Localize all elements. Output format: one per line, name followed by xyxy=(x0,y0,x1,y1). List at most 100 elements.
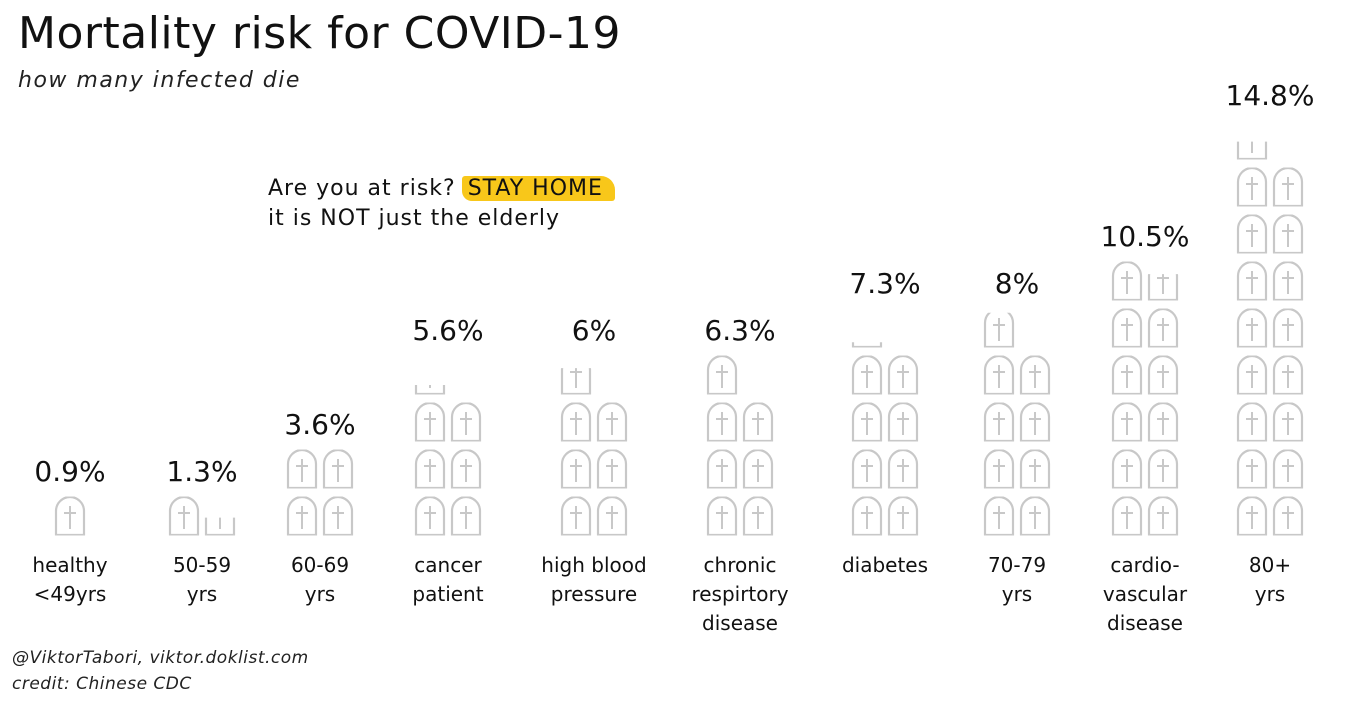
category-label-2-0: 60-69 xyxy=(291,553,349,577)
tombstone-icon-7-4 xyxy=(983,402,1015,442)
tombstone-icon-5-5 xyxy=(742,402,774,442)
tombstone-icon-6-4 xyxy=(851,402,883,442)
tombstone-icon-1-1 xyxy=(204,517,236,536)
tombstone-icon-9-11 xyxy=(1272,261,1304,301)
tombstone-icon-7-5 xyxy=(1019,402,1051,442)
tombstone-icon-6-1 xyxy=(887,496,919,536)
tombstone-icon-4-1 xyxy=(596,496,628,536)
category-label-7-0: 70-79 xyxy=(988,553,1046,577)
tombstone-icon-8-8 xyxy=(1111,308,1143,348)
tombstone-icon-6-6 xyxy=(851,355,883,395)
tombstone-icon-8-1 xyxy=(1147,496,1179,536)
bar-2 xyxy=(286,449,354,536)
tombstone-icon-9-3 xyxy=(1272,449,1304,489)
value-label-3: 5.6% xyxy=(412,314,483,347)
category-label-2-1: yrs xyxy=(305,582,335,606)
category-label-8-2: disease xyxy=(1107,611,1183,635)
bar-0 xyxy=(54,496,86,536)
category-label-8-1: vascular xyxy=(1103,582,1188,606)
tombstone-icon-3-1 xyxy=(450,496,482,536)
tombstone-icon-6-0 xyxy=(851,496,883,536)
category-label-4-1: pressure xyxy=(551,582,637,606)
tombstone-icon-3-2 xyxy=(414,449,446,489)
tombstone-icon-4-5 xyxy=(596,402,628,442)
category-label-6-0: diabetes xyxy=(842,553,928,577)
tombstone-icon-6-5 xyxy=(887,402,919,442)
tombstone-icon-5-1 xyxy=(742,496,774,536)
tombstone-icon-7-0 xyxy=(983,496,1015,536)
tombstone-icon-8-10 xyxy=(1111,261,1143,301)
bar-3 xyxy=(414,385,482,536)
value-label-1: 1.3% xyxy=(166,455,237,488)
tombstone-icon-9-8 xyxy=(1236,308,1268,348)
bar-4 xyxy=(560,368,628,536)
category-label-5-2: disease xyxy=(702,611,778,635)
tombstone-icon-2-0 xyxy=(286,496,318,536)
tombstone-icon-6-3 xyxy=(887,449,919,489)
callout: Are you at risk? STAY HOME it is NOT just… xyxy=(268,174,615,234)
category-label-3-1: patient xyxy=(412,582,483,606)
category-label-0-0: healthy xyxy=(32,553,107,577)
tombstone-icon-8-7 xyxy=(1147,355,1179,395)
callout-line-1: Are you at risk? STAY HOME xyxy=(268,174,615,204)
tombstone-icon-4-0 xyxy=(560,496,592,536)
callout-line-2: it is NOT just the elderly xyxy=(268,206,561,231)
tombstone-icon-9-2 xyxy=(1236,449,1268,489)
tombstone-icon-1-0 xyxy=(168,496,200,536)
value-label-8: 10.5% xyxy=(1101,220,1190,253)
tombstone-icon-3-3 xyxy=(450,449,482,489)
author-credit: @ViktorTabori, viktor.doklist.com xyxy=(12,648,309,668)
tombstone-icon-3-4 xyxy=(414,402,446,442)
bar-5 xyxy=(706,355,774,536)
tombstone-icon-4-3 xyxy=(596,449,628,489)
tombstone-icon-8-9 xyxy=(1147,308,1179,348)
tombstone-icon-3-6 xyxy=(414,385,446,395)
callout-question: Are you at risk? xyxy=(268,176,456,201)
tombstone-icon-5-6 xyxy=(706,355,738,395)
tombstone-icon-8-3 xyxy=(1147,449,1179,489)
category-label-1-1: yrs xyxy=(187,582,217,606)
tombstone-icon-9-12 xyxy=(1236,214,1268,254)
tombstone-icon-9-9 xyxy=(1272,308,1304,348)
category-label-1-0: 50-59 xyxy=(173,553,231,577)
chart-subtitle: how many infected die xyxy=(18,68,301,93)
tombstone-icon-4-2 xyxy=(560,449,592,489)
tombstone-icon-9-14 xyxy=(1236,167,1268,207)
category-label-9-0: 80+ xyxy=(1249,553,1291,577)
category-label-7-1: yrs xyxy=(1002,582,1032,606)
category-label-0-1: <49yrs xyxy=(34,582,107,606)
tombstone-icon-3-0 xyxy=(414,496,446,536)
tombstone-icon-3-5 xyxy=(450,402,482,442)
tombstone-icon-9-10 xyxy=(1236,261,1268,301)
value-label-9: 14.8% xyxy=(1226,79,1315,112)
chart-title: Mortality risk for COVID-19 xyxy=(18,8,622,59)
source-credit: credit: Chinese CDC xyxy=(12,674,192,694)
bar-8 xyxy=(1111,261,1179,536)
tombstone-icon-8-2 xyxy=(1111,449,1143,489)
bar-1 xyxy=(168,496,236,536)
tombstone-icon-7-7 xyxy=(1019,355,1051,395)
tombstone-icon-7-6 xyxy=(983,355,1015,395)
tombstone-icon-9-16 xyxy=(1236,141,1268,160)
category-label-3-0: cancer xyxy=(414,553,482,577)
tombstone-icon-7-3 xyxy=(1019,449,1051,489)
tombstone-icon-7-8 xyxy=(983,312,1015,348)
tombstone-icon-6-7 xyxy=(887,355,919,395)
tombstone-icon-5-2 xyxy=(706,449,738,489)
stay-home-highlight: STAY HOME xyxy=(461,176,615,201)
tombstone-icon-8-5 xyxy=(1147,402,1179,442)
value-label-0: 0.9% xyxy=(34,455,105,488)
category-label-8-0: cardio- xyxy=(1110,553,1179,577)
tombstone-icon-4-6 xyxy=(560,368,592,395)
tombstone-icon-9-4 xyxy=(1236,402,1268,442)
tombstone-icon-6-2 xyxy=(851,449,883,489)
tombstone-icon-9-1 xyxy=(1272,496,1304,536)
category-label-5-0: chronic xyxy=(704,553,777,577)
value-label-5: 6.3% xyxy=(704,314,775,347)
tombstone-icon-9-7 xyxy=(1272,355,1304,395)
value-label-2: 3.6% xyxy=(284,408,355,441)
tombstone-icon-5-3 xyxy=(742,449,774,489)
tombstone-icon-8-6 xyxy=(1111,355,1143,395)
value-label-6: 7.3% xyxy=(849,267,920,300)
